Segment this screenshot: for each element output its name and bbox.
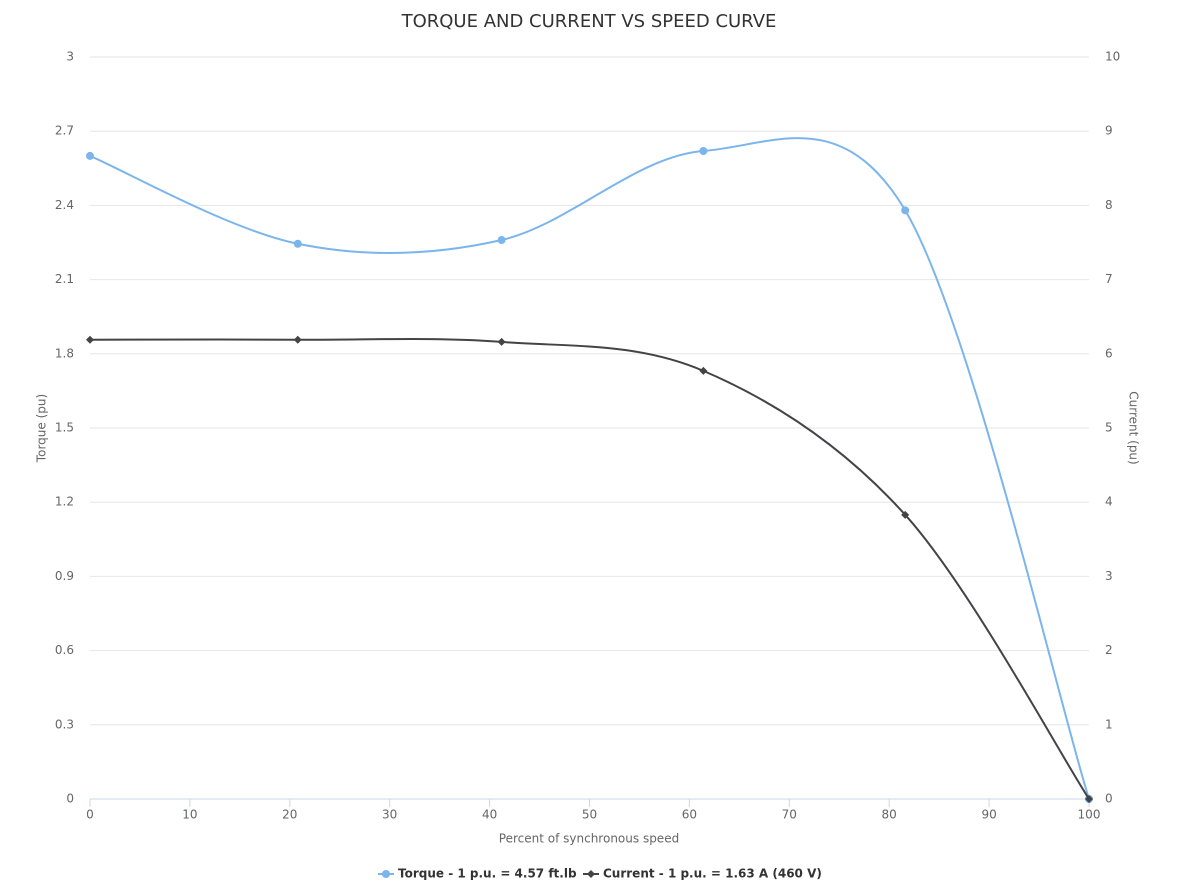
x-tick-label: 0	[86, 808, 94, 822]
chart-title: TORQUE AND CURRENT VS SPEED CURVE	[401, 11, 777, 32]
x-tick-label: 10	[182, 808, 197, 822]
series-line	[89, 137, 1090, 800]
y-axis-title: Torque (pu)	[35, 394, 49, 463]
y-tick-label: 2.7	[55, 124, 74, 138]
y2-tick-label: 0	[1105, 792, 1113, 806]
y-tick-label: 0.6	[55, 643, 74, 657]
legend-label[interactable]: Torque - 1 p.u. = 4.57 ft.lb	[398, 867, 577, 881]
y-tick-label: 0	[66, 792, 74, 806]
data-point	[293, 335, 302, 344]
legend-marker	[382, 870, 390, 878]
y2-tick-label: 9	[1105, 124, 1113, 138]
y-tick-label: 1.8	[55, 346, 74, 360]
x-tick-label: 40	[482, 808, 497, 822]
y2-tick-label: 3	[1105, 569, 1113, 583]
data-point	[497, 236, 506, 245]
data-point	[86, 335, 94, 344]
data-point	[699, 146, 708, 155]
x-tick-label: 80	[882, 808, 897, 822]
x-tick-label: 70	[782, 808, 797, 822]
y-tick-label: 2.4	[55, 198, 74, 212]
y2-tick-label: 5	[1105, 421, 1113, 435]
legend-label[interactable]: Current - 1 p.u. = 1.63 A (460 V)	[603, 867, 822, 881]
y-tick-label: 1.2	[55, 495, 74, 509]
x-axis-title: Percent of synchronous speed	[499, 832, 679, 846]
series-line	[89, 337, 1090, 800]
y2-tick-label: 7	[1105, 272, 1113, 286]
data-point	[901, 206, 910, 215]
y-tick-label: 0.3	[55, 717, 74, 731]
y-tick-label: 2.1	[55, 272, 74, 286]
y-tick-label: 3	[66, 50, 74, 64]
y2-tick-label: 4	[1105, 495, 1113, 509]
y2-tick-label: 2	[1105, 643, 1113, 657]
y2-tick-label: 6	[1105, 346, 1113, 360]
data-point	[293, 239, 302, 248]
data-point	[86, 151, 94, 160]
x-tick-label: 50	[582, 808, 597, 822]
legend-marker	[587, 870, 595, 878]
x-tick-label: 100	[1078, 808, 1101, 822]
y-tick-label: 0.9	[55, 569, 74, 583]
y2-axis-title: Current (pu)	[1127, 391, 1141, 464]
data-point	[1085, 795, 1093, 803]
x-tick-label: 60	[682, 808, 697, 822]
y2-tick-label: 1	[1105, 717, 1113, 731]
y-tick-label: 1.5	[55, 421, 74, 435]
data-point	[699, 366, 708, 375]
y2-tick-label: 10	[1105, 50, 1120, 64]
x-tick-label: 90	[981, 808, 996, 822]
data-point	[901, 510, 910, 519]
data-point	[497, 337, 506, 346]
x-tick-label: 20	[282, 808, 297, 822]
x-tick-label: 30	[382, 808, 397, 822]
y2-tick-label: 8	[1105, 198, 1113, 212]
